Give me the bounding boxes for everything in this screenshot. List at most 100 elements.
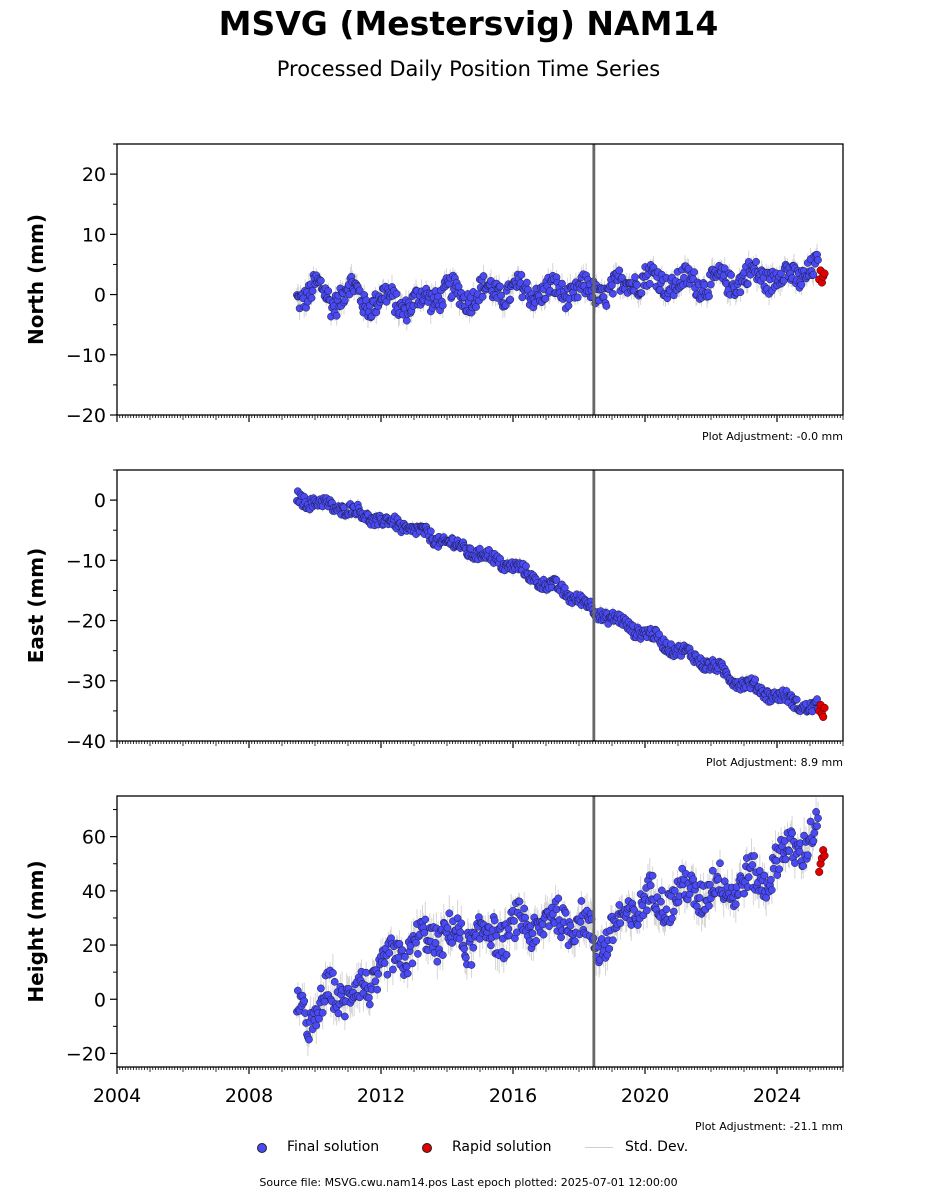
final-solution-point xyxy=(522,562,530,570)
final-solution-point xyxy=(315,1014,323,1023)
final-solution-point xyxy=(668,914,676,923)
final-solution-point xyxy=(576,918,585,926)
final-solution-point xyxy=(716,859,724,868)
rapid-solution-point xyxy=(820,851,829,860)
final-solution-point xyxy=(539,930,548,939)
rapid-solution-point xyxy=(820,703,829,712)
final-solution-point xyxy=(383,970,392,979)
final-solution-point xyxy=(341,1012,349,1021)
final-solution-point xyxy=(412,938,420,947)
final-solution-point xyxy=(662,905,671,914)
final-solution-point xyxy=(727,271,735,279)
final-solution-point xyxy=(512,928,521,937)
final-solution-point xyxy=(785,847,794,856)
y-tick-label: 60 xyxy=(82,827,106,849)
final-solution-point xyxy=(438,951,447,959)
final-solution-point xyxy=(767,875,775,884)
final-solution-point xyxy=(502,951,511,959)
final-solution-point xyxy=(631,273,639,281)
source-footnote: Source file: MSVG.cwu.nam14.pos Last epo… xyxy=(259,1176,678,1189)
final-solution-point xyxy=(690,268,699,276)
final-solution-point xyxy=(517,271,526,279)
final-solution-point xyxy=(564,301,573,310)
final-solution-point xyxy=(705,901,713,910)
final-solution-point xyxy=(385,949,394,957)
final-solution-point xyxy=(317,276,325,285)
final-solution-point xyxy=(528,929,537,938)
x-tick-label: 2012 xyxy=(357,1085,405,1107)
final-solution-point xyxy=(740,889,748,898)
final-solution-point xyxy=(373,985,382,994)
final-solution-point xyxy=(748,861,757,869)
final-solution-point xyxy=(561,909,570,917)
plot-area xyxy=(293,144,829,415)
final-solution-point xyxy=(497,291,505,300)
final-solution-point xyxy=(791,859,799,867)
final-solution-point xyxy=(329,969,337,977)
legend-rapid-label: Rapid solution xyxy=(452,1139,552,1155)
final-solution-point xyxy=(609,936,617,945)
y-tick-label: −20 xyxy=(66,1043,106,1065)
legend: Final solution Rapid solution Std. Dev. xyxy=(0,1136,937,1158)
final-solution-point xyxy=(490,916,499,925)
panel-0: −20 −10 0 10 20 North (mm) Plot Adjustment: -0… xyxy=(24,143,844,443)
final-solution-point xyxy=(637,289,646,297)
final-solution-point xyxy=(799,862,808,870)
final-solution-point xyxy=(720,264,729,273)
final-solution-point xyxy=(541,294,550,303)
x-tick-label: 2024 xyxy=(753,1085,801,1107)
final-solution-point xyxy=(538,920,547,929)
final-solution-point xyxy=(706,880,714,889)
y-axis-label: East (mm) xyxy=(24,548,48,664)
final-solution-point xyxy=(615,266,624,275)
legend-final-label: Final solution xyxy=(287,1139,380,1155)
final-solution-point xyxy=(577,897,586,905)
y-tick-label: 0 xyxy=(94,989,106,1011)
y-tick-label: 0 xyxy=(94,285,106,307)
final-solution-point xyxy=(318,1008,327,1017)
final-solution-point xyxy=(506,295,515,304)
final-solution-point xyxy=(708,866,717,875)
final-solution-point xyxy=(750,852,759,860)
final-solution-point xyxy=(669,907,678,916)
final-solution-point xyxy=(492,931,501,940)
final-solution-point xyxy=(633,281,641,289)
legend-stddev-label: Std. Dev. xyxy=(625,1139,689,1155)
final-solution-point xyxy=(401,952,409,961)
final-solution-point xyxy=(706,280,715,289)
y-tick-label: −10 xyxy=(66,345,106,367)
final-solution-point xyxy=(504,925,513,933)
axes-frame xyxy=(116,469,844,742)
final-solution-point xyxy=(700,280,709,289)
final-solution-point xyxy=(403,969,412,978)
plot-adjustment-label: Plot Adjustment: -21.1 mm xyxy=(695,1120,843,1133)
y-axis-label: North (mm) xyxy=(24,214,48,345)
final-solution-point xyxy=(792,695,801,704)
final-solution-point xyxy=(695,894,704,902)
final-solution-point xyxy=(455,934,464,943)
final-solution-point xyxy=(518,293,527,302)
final-solution-point xyxy=(305,1035,313,1044)
x-tick-label: 2016 xyxy=(489,1085,537,1107)
final-solution-point xyxy=(389,965,397,974)
final-solution-point xyxy=(643,906,651,915)
y-tick-label: −30 xyxy=(66,671,106,693)
final-solution-point xyxy=(341,296,349,305)
final-solution-point xyxy=(615,901,624,909)
final-solution-point xyxy=(448,939,456,947)
final-solution-point xyxy=(382,297,391,306)
y-tick-label: 40 xyxy=(82,881,106,903)
y-tick-label: −40 xyxy=(66,731,106,753)
final-solution-point xyxy=(433,957,442,966)
final-solution-point xyxy=(307,294,316,302)
final-solution-point xyxy=(705,292,713,301)
final-solution-point xyxy=(487,941,495,950)
final-solution-point xyxy=(795,847,804,856)
final-solution-point xyxy=(365,1000,374,1009)
rapid-solution-point xyxy=(815,867,824,876)
x-tick-label: 2004 xyxy=(93,1085,141,1107)
final-solution-point xyxy=(532,937,541,945)
final-solution-point xyxy=(443,923,452,932)
final-solution-point xyxy=(797,280,806,289)
